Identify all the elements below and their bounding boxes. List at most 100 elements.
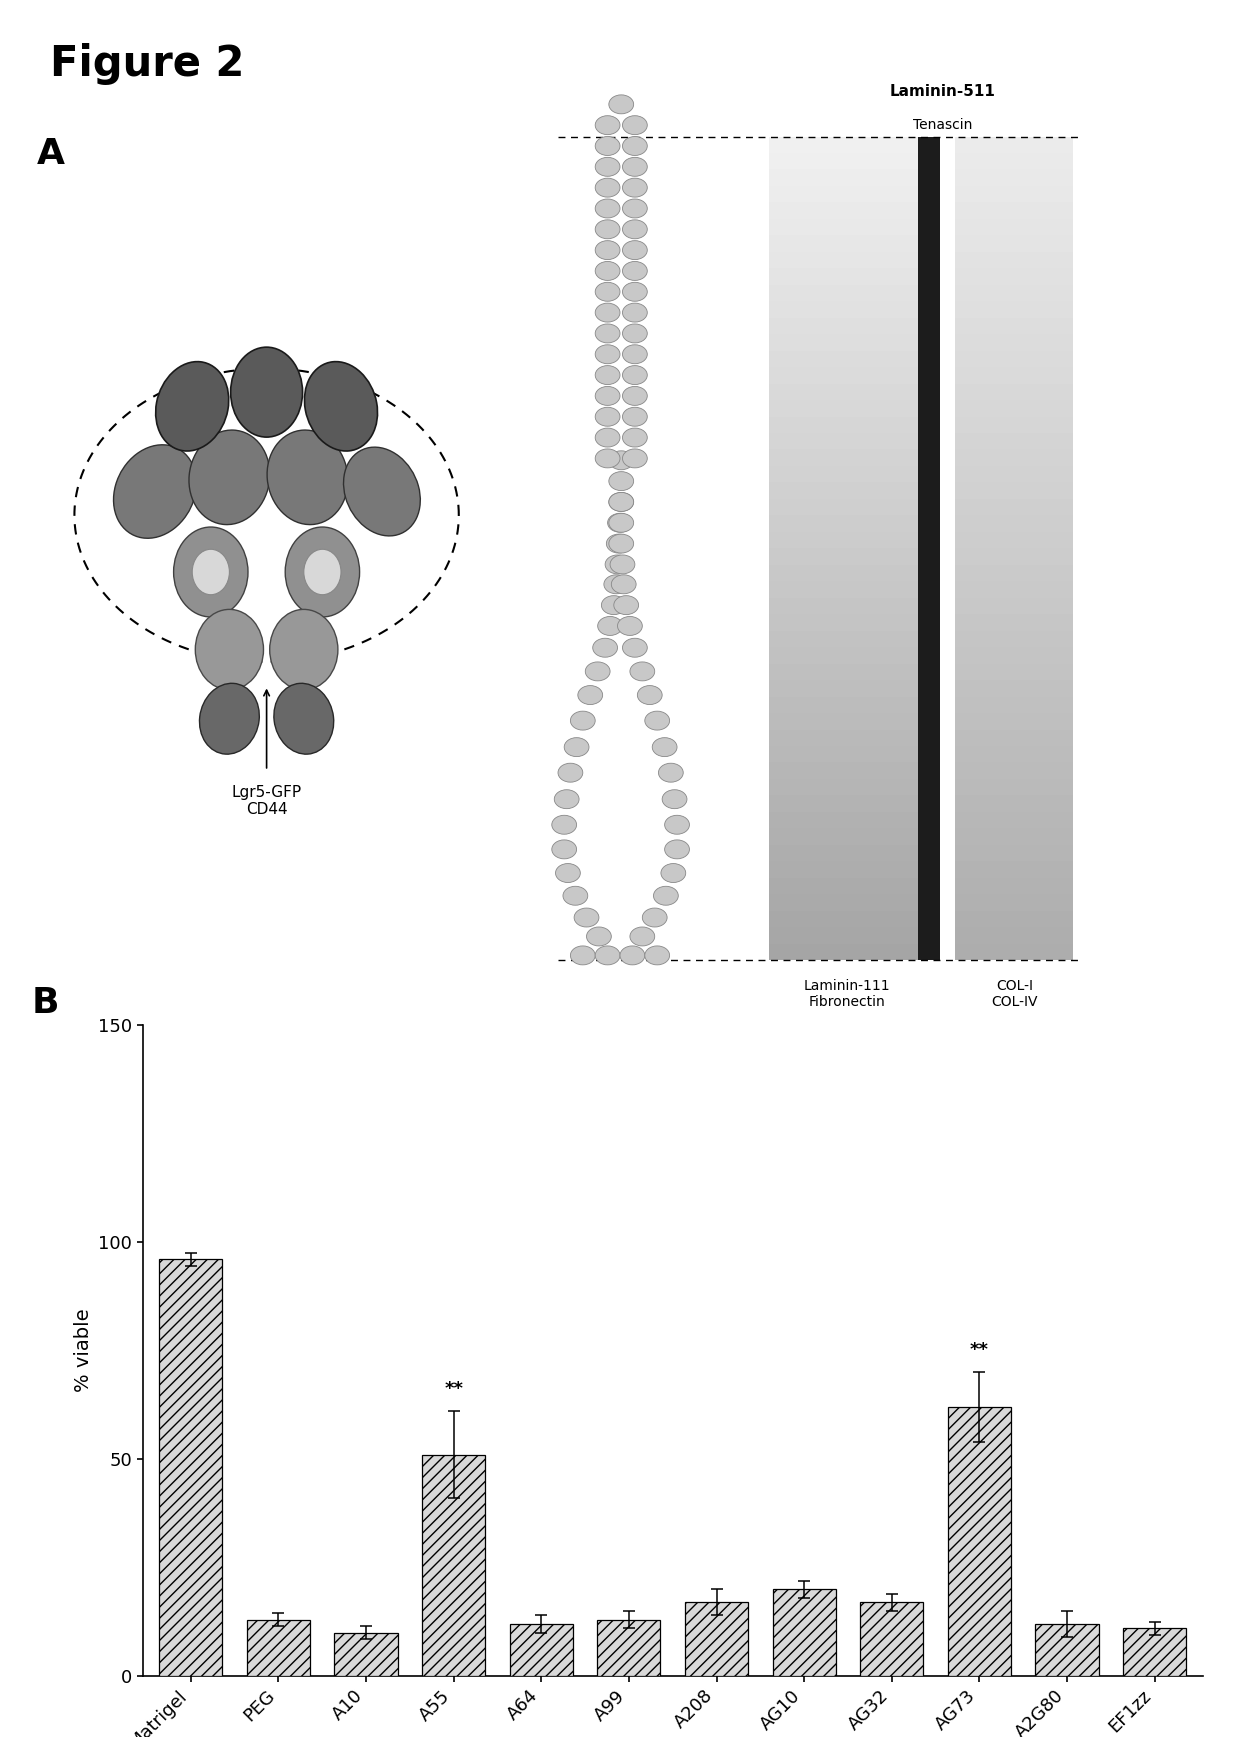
Circle shape — [662, 790, 687, 809]
Bar — [769, 252, 918, 267]
Circle shape — [622, 386, 647, 405]
Ellipse shape — [192, 549, 229, 594]
Bar — [769, 928, 918, 943]
Circle shape — [564, 738, 589, 757]
Bar — [955, 565, 1073, 582]
Circle shape — [665, 841, 689, 858]
Circle shape — [578, 686, 603, 705]
Bar — [861, 1602, 924, 1676]
Bar — [955, 186, 1073, 203]
Circle shape — [614, 596, 639, 615]
Circle shape — [622, 262, 647, 280]
Bar — [769, 648, 918, 664]
Circle shape — [609, 514, 634, 532]
Circle shape — [595, 406, 620, 426]
Bar — [769, 549, 918, 565]
Bar — [955, 615, 1073, 631]
Circle shape — [595, 344, 620, 363]
Text: B: B — [31, 985, 58, 1020]
Circle shape — [570, 710, 595, 730]
Bar — [955, 384, 1073, 400]
Bar — [769, 714, 918, 730]
Bar — [769, 219, 918, 234]
Circle shape — [595, 116, 620, 135]
Bar — [955, 664, 1073, 681]
Circle shape — [558, 763, 583, 782]
Ellipse shape — [304, 549, 341, 594]
Bar — [955, 301, 1073, 318]
Circle shape — [665, 815, 689, 834]
Ellipse shape — [267, 431, 348, 525]
Bar — [769, 433, 918, 450]
Text: COL-I
COL-IV: COL-I COL-IV — [991, 980, 1038, 1009]
Bar — [769, 334, 918, 351]
Bar — [955, 400, 1073, 417]
Circle shape — [609, 493, 634, 511]
Ellipse shape — [156, 361, 228, 452]
Bar — [1035, 1624, 1099, 1676]
Circle shape — [622, 116, 647, 135]
Bar — [769, 186, 918, 203]
Circle shape — [622, 179, 647, 196]
Circle shape — [595, 179, 620, 196]
Bar — [769, 285, 918, 301]
Bar — [769, 351, 918, 367]
Circle shape — [622, 304, 647, 321]
Bar — [955, 714, 1073, 730]
Bar — [955, 598, 1073, 615]
Bar — [955, 433, 1073, 450]
Bar — [947, 1407, 1011, 1676]
Circle shape — [595, 947, 620, 964]
Bar — [769, 681, 918, 697]
Circle shape — [587, 928, 611, 947]
Bar — [955, 334, 1073, 351]
Bar — [955, 170, 1073, 186]
Bar — [335, 1633, 398, 1676]
Bar — [955, 943, 1073, 961]
Ellipse shape — [195, 610, 263, 690]
Circle shape — [595, 262, 620, 280]
Circle shape — [652, 738, 677, 757]
Circle shape — [574, 908, 599, 928]
Circle shape — [608, 514, 632, 532]
Bar — [955, 877, 1073, 895]
Bar — [769, 745, 918, 763]
Circle shape — [622, 365, 647, 384]
Y-axis label: % viable: % viable — [73, 1308, 93, 1393]
Bar — [769, 417, 918, 433]
Bar — [955, 450, 1073, 466]
Ellipse shape — [270, 610, 337, 690]
Bar — [955, 648, 1073, 664]
Circle shape — [598, 617, 622, 636]
Text: **: ** — [444, 1381, 464, 1398]
Bar — [955, 895, 1073, 910]
Circle shape — [630, 928, 655, 947]
Circle shape — [622, 221, 647, 238]
Bar — [955, 763, 1073, 778]
Bar — [769, 466, 918, 483]
Bar — [769, 450, 918, 466]
Circle shape — [595, 200, 620, 217]
Bar — [769, 943, 918, 961]
Bar — [769, 318, 918, 334]
Circle shape — [609, 472, 634, 490]
Circle shape — [642, 908, 667, 928]
Bar — [955, 631, 1073, 648]
Ellipse shape — [274, 683, 334, 754]
Ellipse shape — [114, 445, 196, 538]
Bar — [769, 877, 918, 895]
Bar — [955, 137, 1073, 153]
Bar — [955, 318, 1073, 334]
Bar — [955, 532, 1073, 549]
Circle shape — [609, 96, 634, 115]
Bar — [769, 615, 918, 631]
Bar — [769, 170, 918, 186]
Circle shape — [622, 137, 647, 155]
Bar — [769, 483, 918, 499]
Circle shape — [622, 158, 647, 175]
Bar — [769, 234, 918, 252]
Text: Figure 2: Figure 2 — [50, 43, 244, 85]
Circle shape — [658, 763, 683, 782]
Circle shape — [630, 662, 655, 681]
Bar — [769, 153, 918, 170]
